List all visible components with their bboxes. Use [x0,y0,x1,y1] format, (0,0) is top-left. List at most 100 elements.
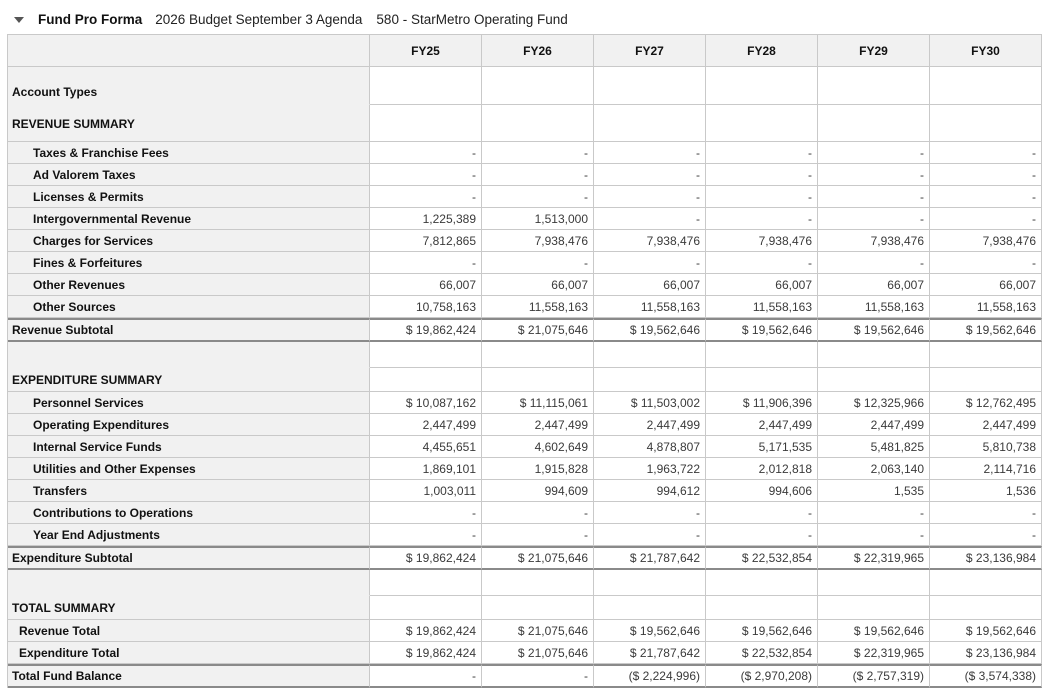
row-label: Other Revenues [8,274,370,296]
value-cell: - [594,186,706,208]
value-cell [594,342,706,368]
row-label: Expenditure Total [8,642,370,664]
value-cell: 2,447,499 [370,414,482,436]
value-cell: - [370,142,482,164]
value-cell: 7,938,476 [818,230,930,252]
table-row: Operating Expenditures 2,447,499 2,447,499… [8,414,1042,436]
row-label: TOTAL SUMMARY [8,596,370,620]
value-cell: 10,758,163 [370,296,482,318]
value-cell [594,67,706,105]
row-label: Intergovernmental Revenue [8,208,370,230]
value-cell: - [930,164,1042,186]
value-cell: $ 19,562,646 [594,318,706,342]
column-header-fy25: FY25 [370,35,482,67]
value-cell: 1,225,389 [370,208,482,230]
row-label: Transfers [8,480,370,502]
table-row: Transfers 1,003,011 994,609 994,612 994,606 1… [8,480,1042,502]
page-title: Fund Pro Forma [38,12,143,27]
column-header-fy30: FY30 [930,35,1042,67]
table-row: Utilities and Other Expenses 1,869,101 1,9… [8,458,1042,480]
value-cell [482,105,594,142]
column-header-fy28: FY28 [706,35,818,67]
value-cell [482,342,594,368]
table-row: Account Types [8,67,1042,105]
value-cell: 2,447,499 [706,414,818,436]
value-cell: 1,003,011 [370,480,482,502]
value-cell: 5,810,738 [930,436,1042,458]
value-cell [370,67,482,105]
value-cell [706,105,818,142]
value-cell [706,342,818,368]
value-cell: $ 21,787,642 [594,642,706,664]
value-cell [818,67,930,105]
row-label: Revenue Subtotal [8,318,370,342]
value-cell: - [594,164,706,186]
row-label: Licenses & Permits [8,186,370,208]
table-row: Internal Service Funds 4,455,651 4,602,649… [8,436,1042,458]
table-header: FY25 FY26 FY27 FY28 FY29 FY30 [8,35,1042,67]
pro-forma-table: FY25 FY26 FY27 FY28 FY29 FY30 Account Types RE… [7,34,1042,688]
value-cell: - [482,524,594,546]
value-cell: 66,007 [370,274,482,296]
table-body: Account Types REVENUE SUMMARY Taxes & Fran… [8,67,1042,688]
value-cell: $ 10,087,162 [370,392,482,414]
value-cell: 66,007 [594,274,706,296]
value-cell: - [370,252,482,274]
value-cell: 5,171,535 [706,436,818,458]
table-row: Licenses & Permits - - - - - - [8,186,1042,208]
value-cell: 4,455,651 [370,436,482,458]
table-row: Revenue Total $ 19,862,424 $ 21,075,646 $ 1… [8,620,1042,642]
value-cell: 2,114,716 [930,458,1042,480]
table-row: Expenditure Total $ 19,862,424 $ 21,075,64… [8,642,1042,664]
value-cell [930,105,1042,142]
value-cell: 7,938,476 [706,230,818,252]
row-label: Revenue Total [8,620,370,642]
value-cell: $ 19,562,646 [594,620,706,642]
value-cell: 2,447,499 [930,414,1042,436]
value-cell [706,596,818,620]
row-label: Expenditure Subtotal [8,546,370,570]
value-cell: 7,938,476 [482,230,594,252]
table-row: Expenditure Subtotal $ 19,862,424 $ 21,075… [8,546,1042,570]
value-cell: $ 11,906,396 [706,392,818,414]
table-row [8,570,1042,596]
value-cell: - [930,186,1042,208]
value-cell: 2,447,499 [594,414,706,436]
value-cell: $ 22,532,854 [706,642,818,664]
value-cell: 1,536 [930,480,1042,502]
row-label: Year End Adjustments [8,524,370,546]
value-cell: - [706,252,818,274]
value-cell: 1,869,101 [370,458,482,480]
value-cell: 1,513,000 [482,208,594,230]
value-cell: $ 19,562,646 [930,620,1042,642]
value-cell [930,570,1042,596]
value-cell: $ 23,136,984 [930,642,1042,664]
collapse-caret-icon[interactable] [14,16,24,23]
value-cell: - [706,524,818,546]
value-cell: 994,612 [594,480,706,502]
row-label: Account Types [8,67,370,105]
value-cell [482,67,594,105]
value-cell: $ 19,562,646 [818,318,930,342]
value-cell: ($ 2,757,319) [818,664,930,688]
value-cell: $ 21,075,646 [482,546,594,570]
value-cell: 7,938,476 [930,230,1042,252]
value-cell: - [370,502,482,524]
value-cell: 5,481,825 [818,436,930,458]
value-cell [706,368,818,392]
header-row: FY25 FY26 FY27 FY28 FY29 FY30 [8,35,1042,67]
value-cell [594,570,706,596]
row-label [8,570,370,596]
table-row: TOTAL SUMMARY [8,596,1042,620]
table-row [8,342,1042,368]
value-cell: - [706,502,818,524]
row-label: Contributions to Operations [8,502,370,524]
value-cell: - [594,524,706,546]
table-row: Ad Valorem Taxes - - - - - - [8,164,1042,186]
value-cell [930,342,1042,368]
table-row: Contributions to Operations - - - - - - [8,502,1042,524]
value-cell: ($ 2,970,208) [706,664,818,688]
value-cell [818,596,930,620]
value-cell [594,596,706,620]
row-label: Taxes & Franchise Fees [8,142,370,164]
